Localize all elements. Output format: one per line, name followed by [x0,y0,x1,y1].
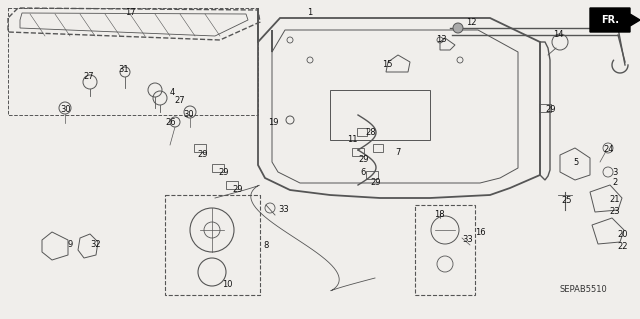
Text: 1: 1 [307,8,312,17]
Text: 9: 9 [68,240,73,249]
Text: 29: 29 [370,178,381,187]
Text: 22: 22 [617,242,627,251]
Text: 4: 4 [170,88,175,97]
Text: 33: 33 [462,235,473,244]
Text: 11: 11 [347,135,358,144]
Polygon shape [590,8,640,32]
Text: 27: 27 [83,72,93,81]
Text: 29: 29 [358,155,369,164]
Text: 29: 29 [232,185,243,194]
Text: 21: 21 [609,195,620,204]
Text: 14: 14 [553,30,563,39]
Text: 3: 3 [612,168,618,177]
Text: 13: 13 [436,35,447,44]
Text: 20: 20 [617,230,627,239]
Text: 18: 18 [434,210,445,219]
Text: 25: 25 [561,196,572,205]
Text: 29: 29 [545,105,556,114]
Text: 7: 7 [395,148,401,157]
Text: 29: 29 [218,168,228,177]
Text: 12: 12 [466,18,477,27]
Text: 26: 26 [165,118,175,127]
Text: 28: 28 [365,128,376,137]
Text: 30: 30 [60,105,70,114]
Text: 32: 32 [90,240,100,249]
Text: SEPAB5510: SEPAB5510 [560,285,608,294]
Text: 30: 30 [183,110,194,119]
Text: 19: 19 [268,118,278,127]
Text: 23: 23 [609,207,620,216]
Text: 2: 2 [612,178,617,187]
Text: 16: 16 [475,228,486,237]
Text: 17: 17 [125,8,135,17]
Text: 33: 33 [278,205,289,214]
Text: 24: 24 [603,145,614,154]
Text: 6: 6 [360,168,365,177]
Text: 31: 31 [118,65,129,74]
Text: 10: 10 [222,280,232,289]
Text: FR.: FR. [601,15,619,25]
Text: 29: 29 [197,150,207,159]
Text: 8: 8 [263,241,268,250]
Circle shape [453,23,463,33]
Text: 27: 27 [174,96,184,105]
Text: 15: 15 [382,60,392,69]
Text: 5: 5 [573,158,579,167]
